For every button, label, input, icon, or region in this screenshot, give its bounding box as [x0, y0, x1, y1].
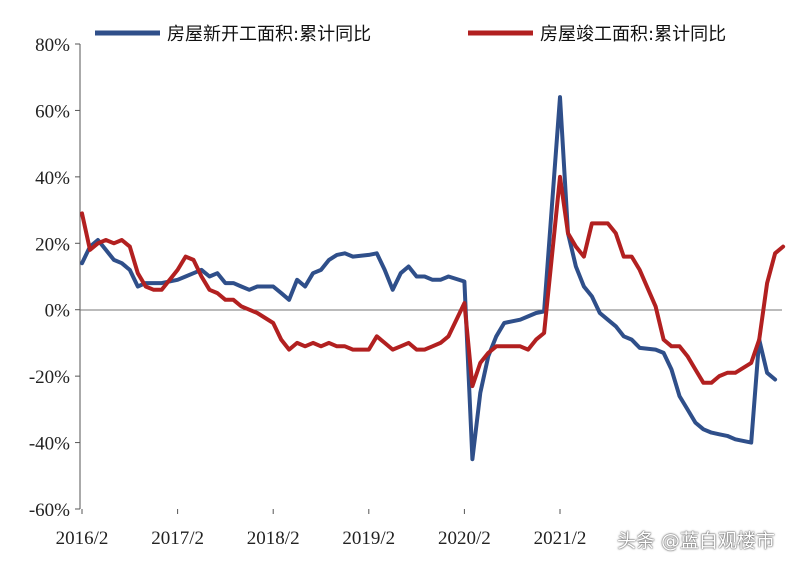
x-axis-ticks: 2016/2 2017/2 2018/2 2019/2 2020/2 2021/2 [56, 509, 587, 549]
legend-label-series-1: 房屋新开工面积:累计同比 [167, 24, 371, 45]
y-tick-label: 0% [45, 301, 71, 322]
y-axis-ticks: 80% 60% 40% 20% 0% -20% -40% -60% [29, 35, 80, 521]
y-tick-label: 60% [35, 101, 70, 122]
series-line-1 [80, 95, 778, 462]
legend: 房屋新开工面积:累计同比 房屋竣工面积:累计同比 [95, 24, 726, 45]
y-tick-label: 80% [35, 35, 70, 56]
y-tick-label: 20% [35, 234, 70, 255]
watermark: 头条 @蓝白观楼市 [617, 530, 776, 552]
y-tick-label: -20% [29, 367, 70, 388]
series-line-2 [80, 174, 786, 389]
y-tick-label: 40% [35, 168, 70, 189]
x-tick-label: 2017/2 [151, 528, 204, 549]
x-tick-label: 2019/2 [342, 528, 395, 549]
x-tick-label: 2018/2 [247, 528, 300, 549]
y-tick-label: -40% [29, 434, 70, 455]
x-tick-label: 2016/2 [56, 528, 109, 549]
x-tick-label: 2021/2 [534, 528, 587, 549]
x-tick-label: 2020/2 [438, 528, 491, 549]
series-lines [80, 95, 786, 462]
y-tick-label: -60% [29, 500, 70, 521]
legend-label-series-2: 房屋竣工面积:累计同比 [540, 24, 726, 45]
